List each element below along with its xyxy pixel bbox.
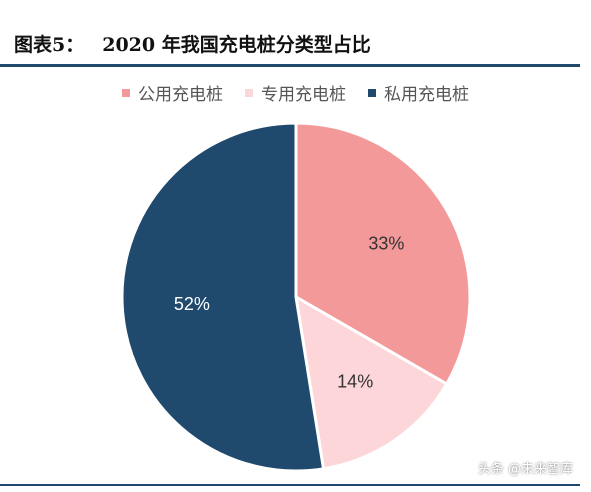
bottom-rule [0,484,580,486]
figure-label: 图表5： [14,34,85,56]
pie-data-label-0: 33% [368,234,404,254]
legend-item-private: 私用充电桩 [368,80,469,105]
pie-data-label-1: 14% [337,372,373,392]
pie-slice-1 [294,294,449,471]
pie-slice-2 [120,121,326,473]
pie-slice-0 [294,121,472,387]
legend-swatch [245,88,253,97]
legend-item-dedicated: 专用充电桩 [245,80,346,105]
legend-label: 私用充电桩 [384,85,469,105]
legend-swatch [368,88,376,97]
legend-item-public: 公用充电桩 [122,80,223,105]
legend-swatch [122,88,130,97]
top-rule [0,64,580,67]
figure-title-text: 2020 年我国充电桩分类型占比 [102,34,371,56]
chart-legend: 公用充电桩 专用充电桩 私用充电桩 [0,80,591,105]
legend-label: 专用充电桩 [261,85,346,105]
figure-title: 图表5： 2020 年我国充电桩分类型占比 [14,30,371,57]
pie-data-label-2: 52% [174,294,210,314]
watermark: 头条 @未来智库 [477,462,573,477]
legend-label: 公用充电桩 [138,85,223,105]
